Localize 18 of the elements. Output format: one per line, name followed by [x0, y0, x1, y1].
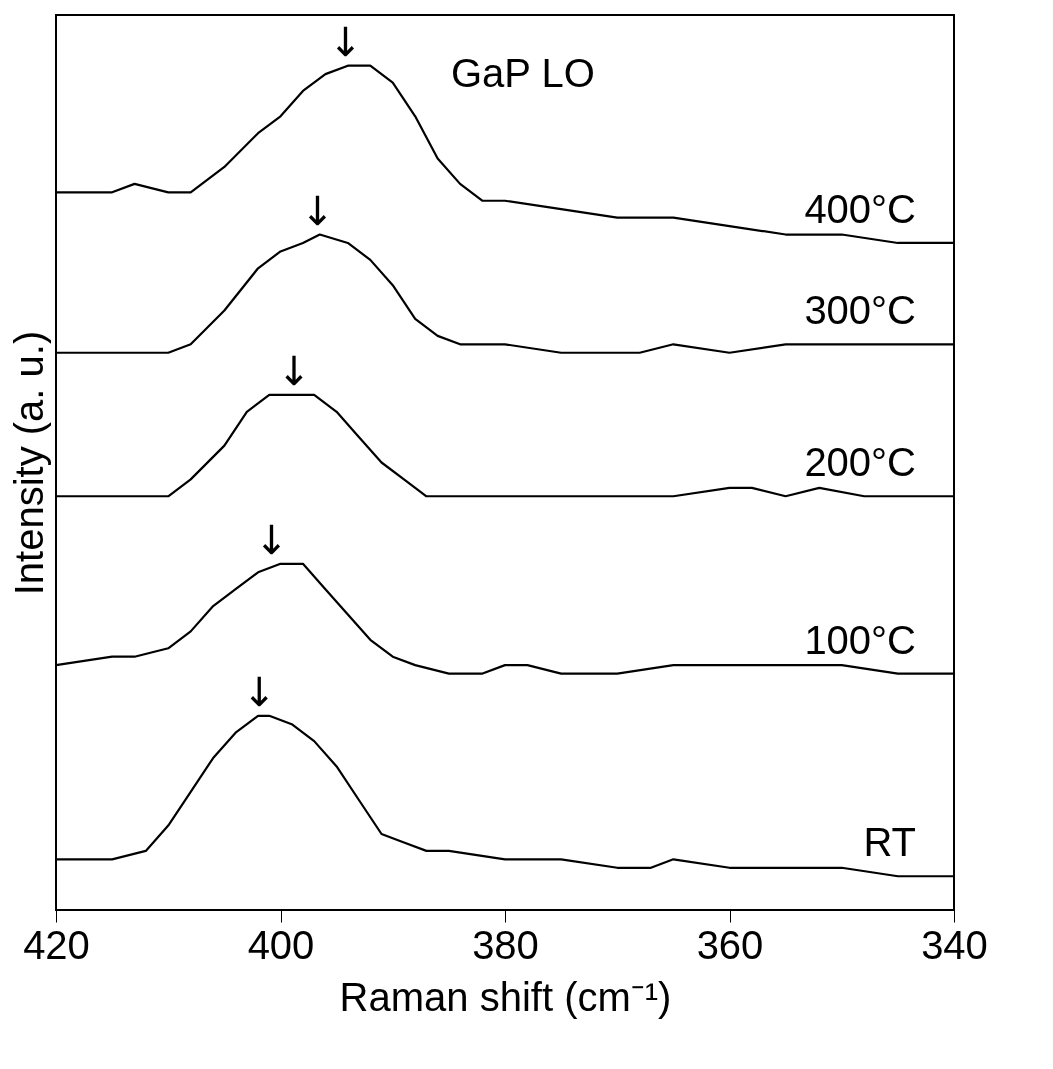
x-tick-label: 380	[472, 922, 539, 967]
x-tick-label: 360	[696, 922, 764, 967]
annotation: ↓	[254, 516, 289, 563]
y-axis-title: Intensity (a. u.)	[6, 330, 51, 596]
series-label: 400°C	[804, 186, 916, 231]
series-label: 200°C	[804, 440, 916, 485]
annotation: ↓	[277, 347, 311, 394]
x-tick-label: 400	[247, 922, 315, 967]
x-axis-title: Raman shift (cm⁻¹)	[339, 974, 672, 1019]
annotation: ↓	[300, 187, 335, 234]
annotation: GaP LO	[451, 51, 595, 95]
series-label: 100°C	[804, 617, 916, 662]
annotation: ↓	[328, 18, 363, 65]
x-tick-label: 340	[921, 922, 988, 967]
x-tick-label: 420	[23, 922, 90, 967]
annotation: ↓	[242, 668, 276, 715]
series-label: 300°C	[804, 288, 916, 333]
series-label: RT	[863, 820, 916, 865]
